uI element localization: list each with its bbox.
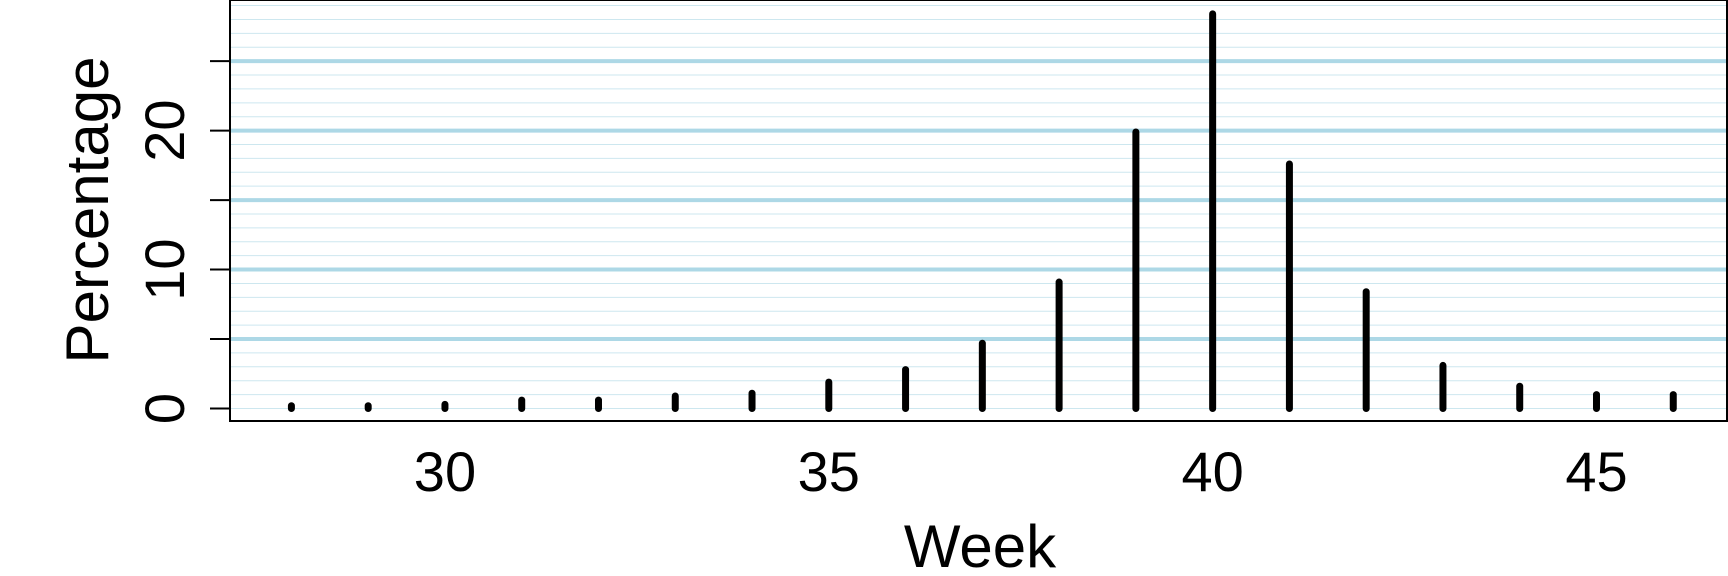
grid-lines <box>230 5 1727 409</box>
x-tick-label: 30 <box>414 440 476 503</box>
y-axis: 0 10 20 <box>133 60 230 424</box>
y-tick-label: 10 <box>133 238 196 300</box>
x-axis-title: Week <box>904 513 1057 576</box>
y-tick-label: 20 <box>133 99 196 161</box>
x-tick-label: 40 <box>1181 440 1243 503</box>
plot-frame <box>229 0 1728 422</box>
y-tick-label: 0 <box>133 393 196 424</box>
x-tick-label: 35 <box>798 440 860 503</box>
x-tick-label: 45 <box>1565 440 1627 503</box>
y-axis-title: Percentage <box>54 57 121 364</box>
x-axis: 30 35 40 45 <box>414 440 1628 503</box>
spike-bars <box>287 10 1677 412</box>
